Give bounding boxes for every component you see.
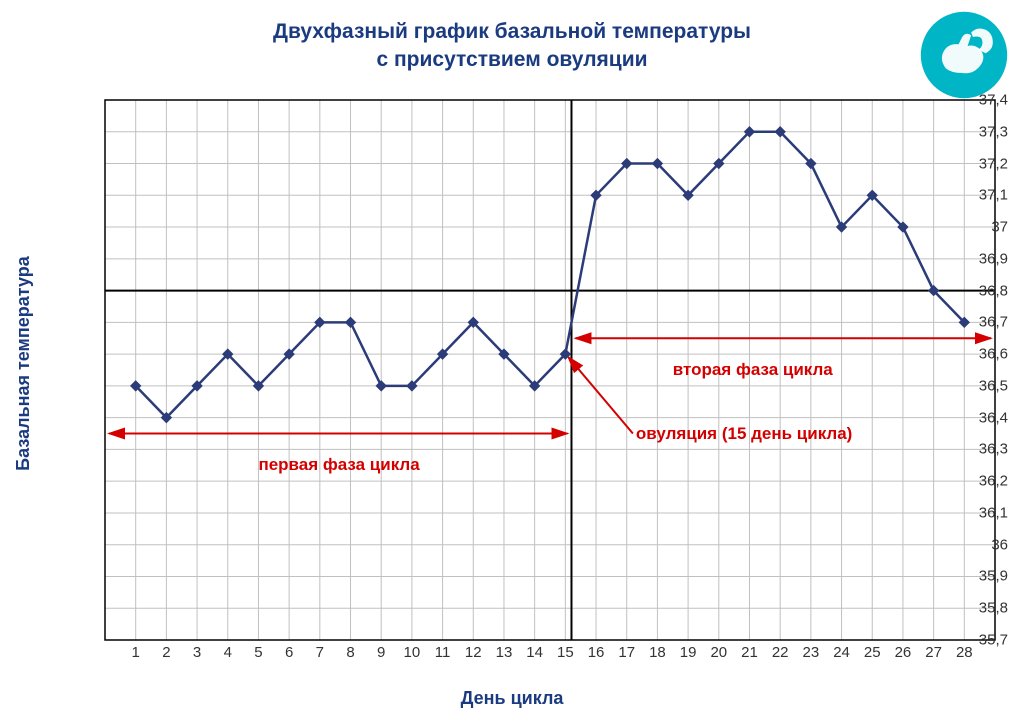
x-tick: 17 xyxy=(618,644,635,661)
y-tick: 37 xyxy=(959,219,1008,236)
x-tick: 24 xyxy=(833,644,850,661)
chart-title: Двухфазный график базальной температуры … xyxy=(0,18,1024,75)
x-tick: 9 xyxy=(377,644,385,661)
x-tick: 20 xyxy=(710,644,727,661)
y-tick: 36,5 xyxy=(959,377,1008,394)
x-tick: 18 xyxy=(649,644,666,661)
x-tick: 27 xyxy=(925,644,942,661)
x-tick: 28 xyxy=(956,644,973,661)
y-axis-label-text: Базальная температура xyxy=(13,256,34,471)
y-tick: 36,1 xyxy=(959,504,1008,521)
x-axis-label-text: День цикла xyxy=(461,688,564,708)
x-tick: 21 xyxy=(741,644,758,661)
x-tick: 4 xyxy=(224,644,232,661)
y-tick: 36,9 xyxy=(959,250,1008,267)
x-tick: 2 xyxy=(162,644,170,661)
x-tick: 11 xyxy=(435,644,451,661)
x-tick: 26 xyxy=(895,644,912,661)
x-tick: 25 xyxy=(864,644,881,661)
chart-area: 35,735,835,93636,136,236,336,436,536,636… xyxy=(50,90,1010,670)
x-tick: 23 xyxy=(803,644,820,661)
y-tick: 36,6 xyxy=(959,346,1008,363)
x-tick: 22 xyxy=(772,644,789,661)
y-tick: 37,2 xyxy=(959,155,1008,172)
x-axis-label: День цикла xyxy=(0,688,1024,709)
y-tick: 35,8 xyxy=(959,600,1008,617)
y-tick: 35,9 xyxy=(959,568,1008,585)
y-tick: 37,4 xyxy=(959,92,1008,109)
phase2-label: вторая фаза цикла xyxy=(673,360,833,380)
x-tick: 12 xyxy=(465,644,482,661)
phase1-label: первая фаза цикла xyxy=(258,455,419,475)
x-tick: 3 xyxy=(193,644,201,661)
logo-icon xyxy=(919,10,1009,100)
x-tick: 8 xyxy=(346,644,354,661)
y-tick: 37,1 xyxy=(959,187,1008,204)
y-tick: 36,2 xyxy=(959,473,1008,490)
x-tick: 1 xyxy=(132,644,140,661)
title-line-1: Двухфазный график базальной температуры xyxy=(273,20,751,43)
y-tick: 36,8 xyxy=(959,282,1008,299)
x-tick: 7 xyxy=(316,644,324,661)
x-tick: 10 xyxy=(404,644,421,661)
y-tick: 37,3 xyxy=(959,123,1008,140)
chart-svg xyxy=(50,90,1010,670)
title-line-2: с присутствием овуляции xyxy=(376,48,647,71)
x-tick: 15 xyxy=(557,644,574,661)
x-tick: 5 xyxy=(254,644,262,661)
y-tick: 36,4 xyxy=(959,409,1008,426)
ovulation-label: овуляция (15 день цикла) xyxy=(636,424,852,444)
x-tick: 6 xyxy=(285,644,293,661)
x-tick: 13 xyxy=(496,644,513,661)
y-tick: 36,3 xyxy=(959,441,1008,458)
x-tick: 14 xyxy=(526,644,543,661)
x-tick: 19 xyxy=(680,644,697,661)
y-tick: 36 xyxy=(959,536,1008,553)
y-tick: 36,7 xyxy=(959,314,1008,331)
x-tick: 16 xyxy=(588,644,605,661)
y-axis-label: Базальная температура xyxy=(8,0,38,727)
